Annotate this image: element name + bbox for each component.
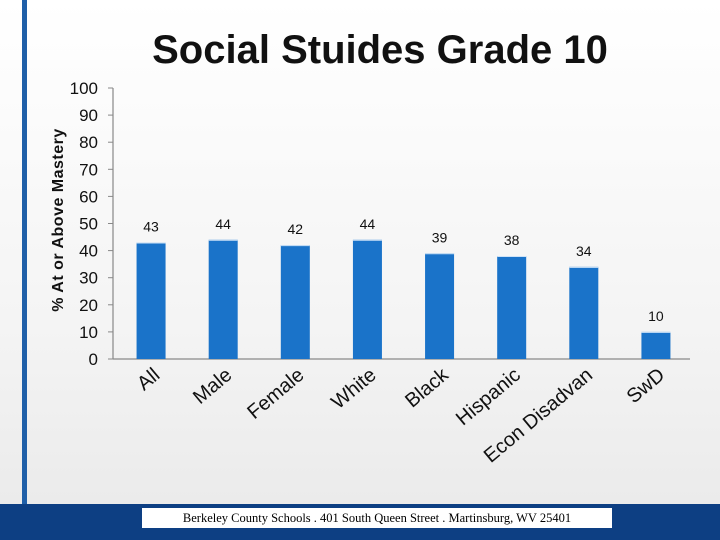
category-label: Male <box>189 364 236 409</box>
data-label: 39 <box>432 229 448 245</box>
data-label: 43 <box>143 218 159 234</box>
data-label: 10 <box>648 308 664 324</box>
bar <box>280 245 310 359</box>
data-label: 34 <box>576 243 592 259</box>
y-tick-label: 60 <box>79 187 98 206</box>
category-label: Hispanic <box>452 364 525 430</box>
chart-title: Social Stuides Grade 10 <box>152 28 608 72</box>
data-label: 38 <box>504 232 520 248</box>
bar <box>569 266 599 359</box>
footer-address: Berkeley County Schools . 401 South Quee… <box>142 508 612 528</box>
category-label: SwD <box>623 364 669 408</box>
y-tick-label: 0 <box>89 350 98 369</box>
category-label: All <box>133 364 164 395</box>
bar <box>352 239 382 359</box>
y-tick-label: 100 <box>70 79 98 98</box>
bar <box>208 239 238 359</box>
y-tick-label: 80 <box>79 133 98 152</box>
bar <box>497 256 527 359</box>
bar <box>136 242 166 359</box>
bar <box>425 253 455 359</box>
y-tick-label: 40 <box>79 242 98 261</box>
y-tick-label: 10 <box>79 323 98 342</box>
category-label: White <box>327 364 380 414</box>
left-accent-bar <box>22 0 27 540</box>
category-label: Female <box>243 364 308 424</box>
data-label: 44 <box>215 216 231 232</box>
bar <box>641 331 671 359</box>
category-label: Black <box>401 363 453 412</box>
data-label: 42 <box>288 221 304 237</box>
y-tick-label: 30 <box>79 269 98 288</box>
data-label: 44 <box>360 216 376 232</box>
y-tick-label: 20 <box>79 296 98 315</box>
y-tick-label: 70 <box>79 160 98 179</box>
y-tick-label: 50 <box>79 215 98 234</box>
y-tick-label: 90 <box>79 106 98 125</box>
